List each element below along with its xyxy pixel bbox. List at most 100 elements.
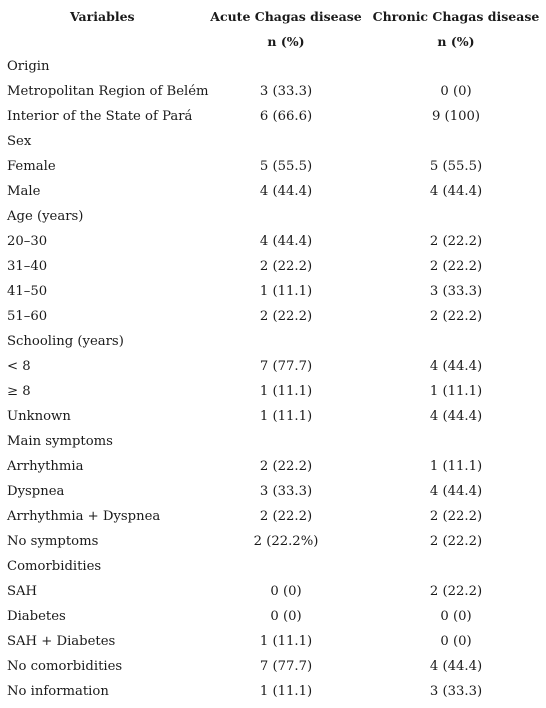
table-row: Arrhythmia + Dyspnea 2 (22.2) 2 (22.2) [0,504,546,529]
chronic-value: 9 (100) [431,109,481,124]
section-label: Sex [7,134,32,149]
row-label: SAH + Diabetes [7,634,116,649]
acute-value: 3 (33.3) [259,84,313,99]
section-label: Origin [7,59,50,74]
acute-value: 2 (22.2) [259,459,313,474]
row-label: No comorbidities [7,659,123,674]
row-label: Male [7,184,41,199]
header-unit-acute: n (%) [267,34,305,49]
header-unit-chronic: n (%) [437,34,475,49]
acute-value: 4 (44.4) [259,184,313,199]
chronic-value: 1 (11.1) [429,459,483,474]
row-label: No information [7,684,109,699]
section-label: Comorbidities [7,559,102,574]
acute-value [206,429,366,454]
row-label: Arrhythmia + Dyspnea [7,509,161,524]
chronic-value: 0 (0) [440,84,472,99]
table-row: Male 4 (44.4) 4 (44.4) [0,179,546,204]
table-row: 51–60 2 (22.2) 2 (22.2) [0,304,546,329]
section-row: Origin [0,54,546,79]
table-row: Dyspnea 3 (33.3) 4 (44.4) [0,479,546,504]
acute-value: 1 (11.1) [259,409,313,424]
table-row: No symptoms 2 (22.2%) 2 (22.2) [0,529,546,554]
acute-value [206,54,366,79]
acute-value: 0 (0) [270,609,302,624]
chronic-value [366,429,546,454]
table-row: Diabetes 0 (0) 0 (0) [0,604,546,629]
row-label: Unknown [7,409,71,424]
chronic-value: 2 (22.2) [429,309,483,324]
acute-value [206,129,366,154]
acute-value: 3 (33.3) [259,484,313,499]
row-label: 31–40 [7,259,48,274]
section-row: Main symptoms [0,429,546,454]
row-label: Arrhythmia [7,459,84,474]
table-row: 20–30 4 (44.4) 2 (22.2) [0,229,546,254]
table-row: Arrhythmia 2 (22.2) 1 (11.1) [0,454,546,479]
table-row: Interior of the State of Pará 6 (66.6) 9 (… [0,104,546,129]
chronic-value: 4 (44.4) [429,484,483,499]
table-row: 41–50 1 (11.1) 3 (33.3) [0,279,546,304]
header-variables: Variables [70,9,135,24]
table-row: No information 1 (11.1) 3 (33.3) [0,679,546,704]
row-label: 41–50 [7,284,48,299]
table-row: SAH + Diabetes 1 (11.1) 0 (0) [0,629,546,654]
header-row: Variables Acute Chagas disease Chronic C… [0,4,546,29]
chronic-value: 1 (11.1) [429,384,483,399]
chronic-value: 3 (33.3) [429,684,483,699]
chronic-value [366,554,546,579]
row-label: Diabetes [7,609,66,624]
row-label: Interior of the State of Pará [7,109,193,124]
chronic-value [366,129,546,154]
chronic-value: 3 (33.3) [429,284,483,299]
chronic-value: 5 (55.5) [429,159,483,174]
header-chronic: Chronic Chagas disease [372,9,540,24]
table-header: Variables Acute Chagas disease Chronic C… [0,4,546,54]
section-row: Age (years) [0,204,546,229]
header-unit-row: n (%) n (%) [0,29,546,54]
section-label: Main symptoms [7,434,113,449]
acute-value [206,204,366,229]
acute-value: 1 (11.1) [259,284,313,299]
table-row: Female 5 (55.5) 5 (55.5) [0,154,546,179]
table-row: 31–40 2 (22.2) 2 (22.2) [0,254,546,279]
acute-value: 6 (66.6) [259,109,313,124]
row-label: SAH [7,584,38,599]
chronic-value: 2 (22.2) [429,509,483,524]
chronic-value: 4 (44.4) [429,409,483,424]
section-row: Sex [0,129,546,154]
acute-value: 1 (11.1) [259,684,313,699]
chronic-value [366,329,546,354]
acute-value: 2 (22.2%) [253,534,319,549]
acute-value: 1 (11.1) [259,384,313,399]
acute-value: 7 (77.7) [259,359,313,374]
row-label: Female [7,159,56,174]
chronic-value: 4 (44.4) [429,659,483,674]
section-label: Age (years) [7,209,84,224]
table-row: Unknown 1 (11.1) 4 (44.4) [0,404,546,429]
chagas-table: Variables Acute Chagas disease Chronic C… [0,4,546,704]
chronic-value: 2 (22.2) [429,259,483,274]
row-label: 20–30 [7,234,48,249]
table-row: SAH 0 (0) 2 (22.2) [0,579,546,604]
chronic-value [366,54,546,79]
row-label: < 8 [7,359,31,374]
acute-value: 1 (11.1) [259,634,313,649]
chronic-value: 4 (44.4) [429,359,483,374]
acute-value: 4 (44.4) [259,234,313,249]
chronic-value: 0 (0) [440,609,472,624]
section-label: Schooling (years) [7,334,124,349]
acute-value [206,329,366,354]
acute-value [206,554,366,579]
acute-value: 5 (55.5) [259,159,313,174]
chronic-value: 2 (22.2) [429,584,483,599]
acute-value: 2 (22.2) [259,259,313,274]
acute-value: 2 (22.2) [259,309,313,324]
row-label: Dyspnea [7,484,65,499]
section-row: Schooling (years) [0,329,546,354]
row-label: No symptoms [7,534,99,549]
header-acute: Acute Chagas disease [210,9,362,24]
chronic-value: 4 (44.4) [429,184,483,199]
row-label: 51–60 [7,309,48,324]
table-body: Origin Metropolitan Region of Belém 3 (33.… [0,54,546,704]
